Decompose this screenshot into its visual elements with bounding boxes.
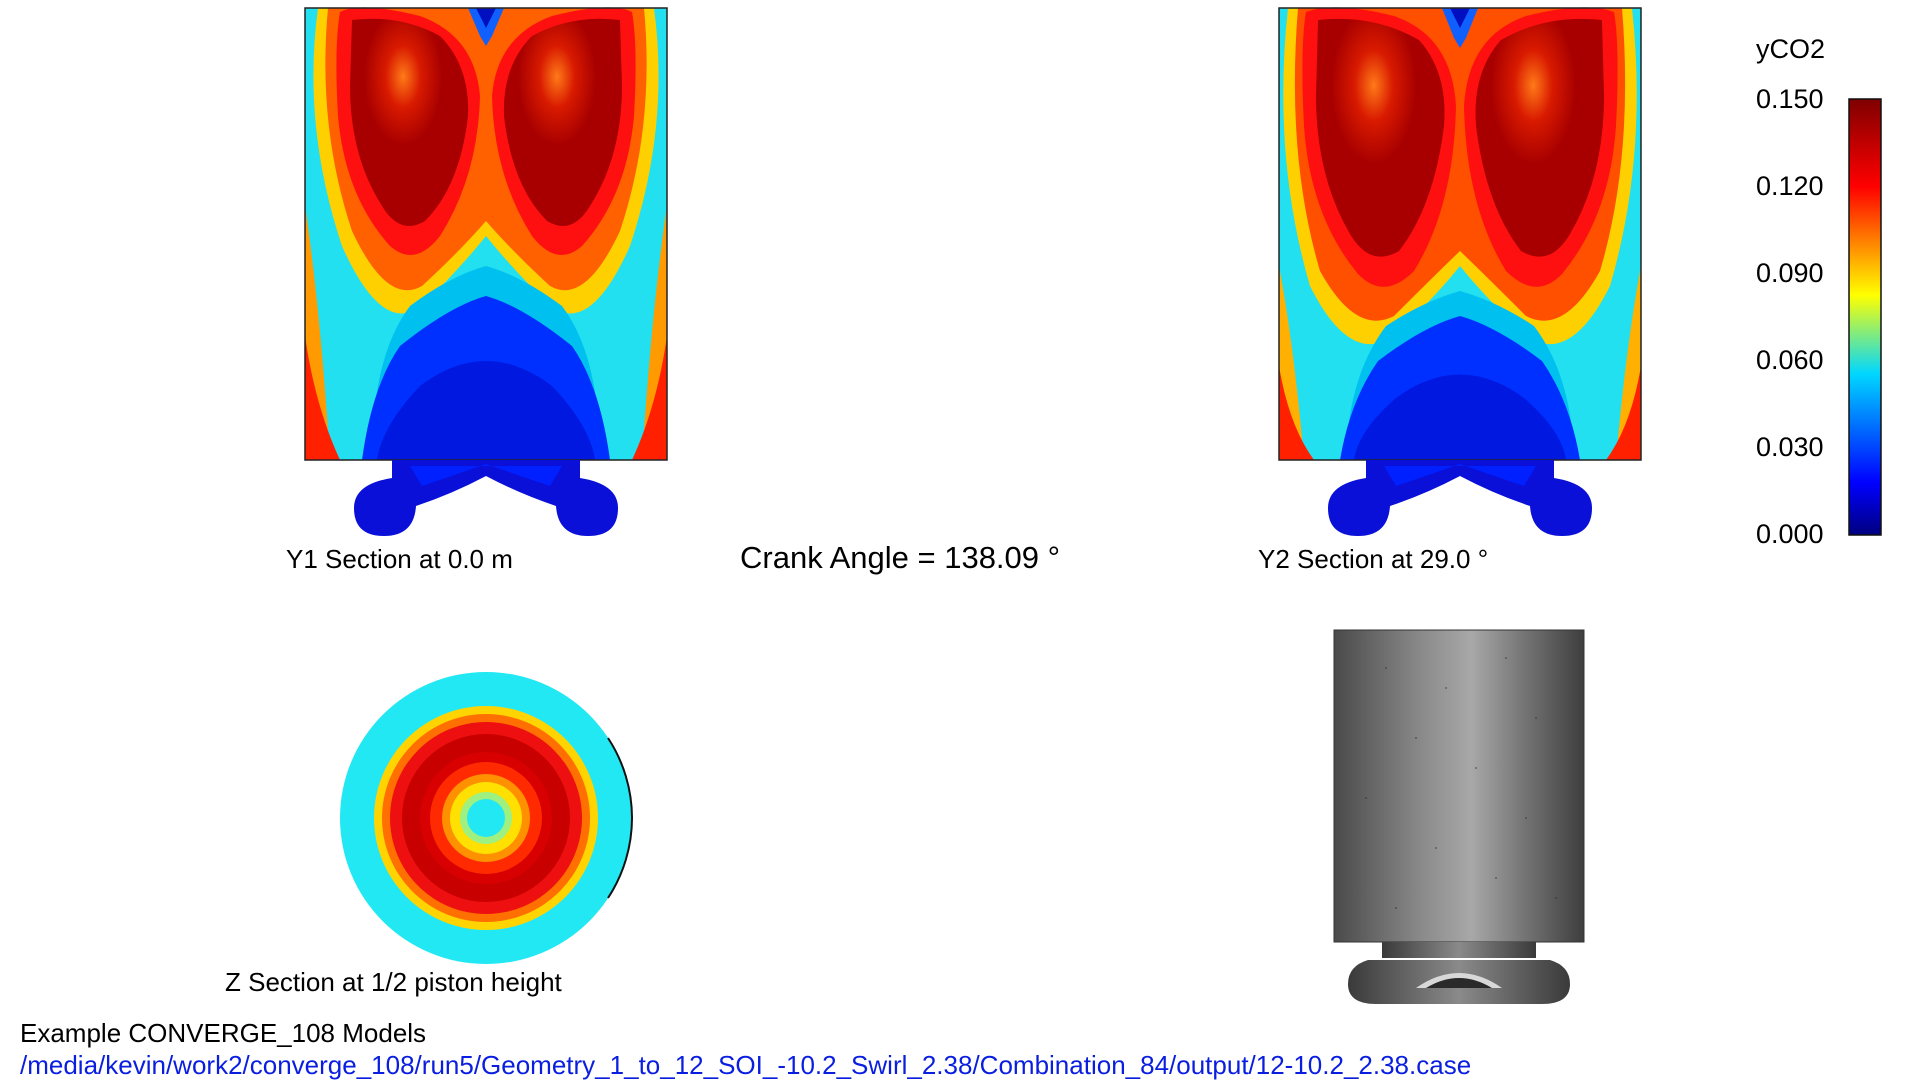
cylinder-geometry-view (1326, 628, 1592, 1008)
colorbar-tick: 0.090 (1756, 258, 1824, 288)
y1-section-view (300, 6, 672, 538)
colorbar-gradient (1848, 98, 1882, 536)
z-section-view (338, 670, 634, 966)
colorbar-tick: 0.060 (1756, 345, 1824, 375)
y1-section-caption: Y1 Section at 0.0 m (286, 544, 513, 574)
colorbar-tick: 0.030 (1756, 432, 1824, 462)
footer-title: Example CONVERGE_108 Models (20, 1018, 427, 1048)
y2-section-caption: Y2 Section at 29.0 ° (1258, 544, 1489, 574)
y2-section-view (1274, 6, 1646, 538)
colorbar-tick: 0.150 (1756, 84, 1824, 114)
crank-angle-label: Crank Angle = 138.09 ° (740, 540, 1061, 575)
colorbar-tick: 0.120 (1756, 171, 1824, 201)
colorbar-title: yCO2 (1756, 34, 1826, 64)
colorbar-tick: 0.000 (1756, 519, 1824, 549)
z-section-caption: Z Section at 1/2 piston height (225, 967, 562, 997)
case-file-path[interactable]: /media/kevin/work2/converge_108/run5/Geo… (20, 1050, 1472, 1080)
